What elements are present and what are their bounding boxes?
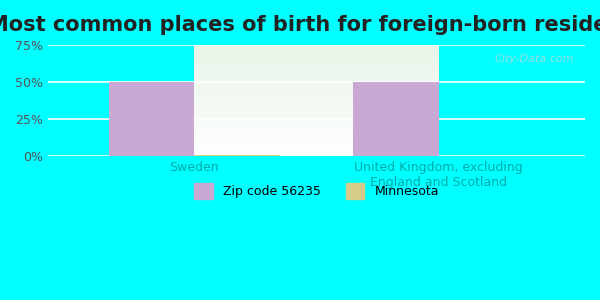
Legend: Zip code 56235, Minnesota: Zip code 56235, Minnesota: [189, 178, 444, 204]
Bar: [353, 82, 439, 156]
Title: Most common places of birth for foreign-born residents: Most common places of birth for foreign-…: [0, 15, 600, 35]
Bar: [194, 155, 280, 156]
Text: City-Data.com: City-Data.com: [495, 54, 574, 64]
Bar: [109, 82, 194, 156]
